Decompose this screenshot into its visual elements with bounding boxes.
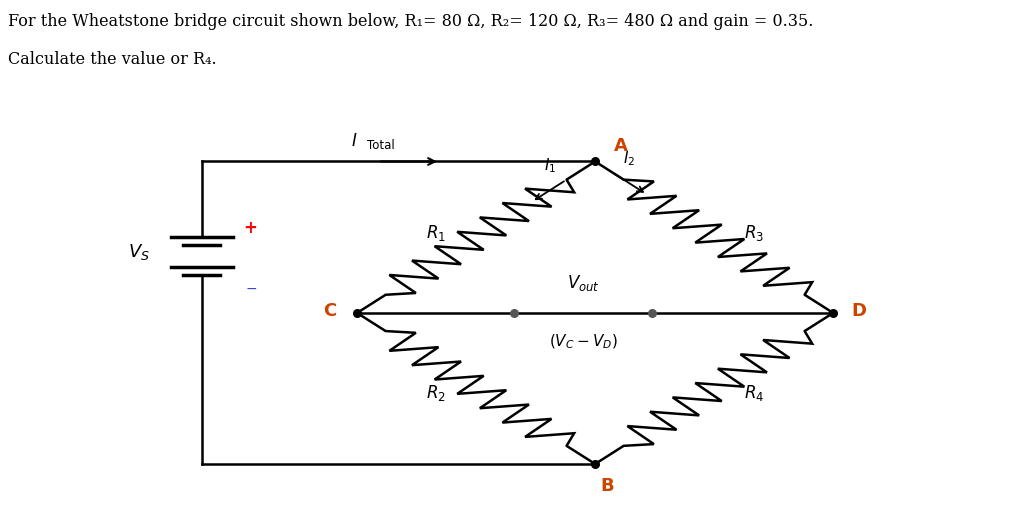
Text: A: A: [614, 137, 627, 155]
Text: B: B: [600, 477, 615, 495]
Text: $I_1$: $I_1$: [543, 157, 556, 176]
Text: Total: Total: [367, 139, 395, 152]
Text: $R_2$: $R_2$: [426, 383, 446, 403]
Text: $R_4$: $R_4$: [744, 383, 764, 403]
Text: $I_2$: $I_2$: [623, 149, 634, 168]
Text: $(V_C - V_D)$: $(V_C - V_D)$: [549, 333, 618, 351]
Text: For the Wheatstone bridge circuit shown below, R₁= 80 Ω, R₂= 120 Ω, R₃= 480 Ω an: For the Wheatstone bridge circuit shown …: [8, 13, 814, 30]
Text: +: +: [243, 219, 257, 237]
Text: D: D: [852, 302, 866, 320]
Text: −: −: [245, 281, 257, 296]
Text: Calculate the value or R₄.: Calculate the value or R₄.: [8, 51, 217, 68]
Text: $R_1$: $R_1$: [426, 223, 446, 243]
Text: $I$: $I$: [351, 132, 357, 151]
Text: $V_{out}$: $V_{out}$: [567, 273, 599, 293]
Text: $V_S$: $V_S$: [128, 242, 150, 262]
Text: C: C: [323, 302, 336, 320]
Text: $R_3$: $R_3$: [744, 223, 764, 243]
